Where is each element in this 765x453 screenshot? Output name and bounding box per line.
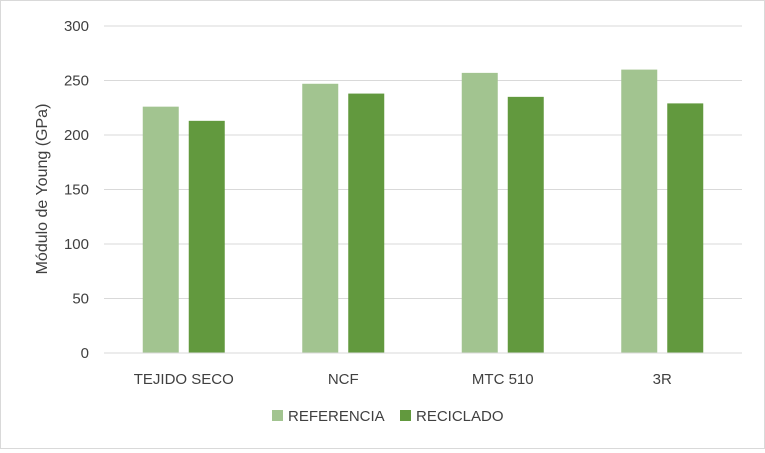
y-tick-label: 50 xyxy=(72,291,89,308)
y-tick-label: 250 xyxy=(64,73,89,90)
bars xyxy=(142,69,704,354)
bar-reciclado-2 xyxy=(348,93,385,353)
bar-reciclado-1 xyxy=(188,120,225,353)
legend: REFERENCIA RECICLADO xyxy=(272,408,504,425)
y-tick-label: 0 xyxy=(81,345,89,362)
x-tick-label: TEJIDO SECO xyxy=(134,371,234,388)
bar-referencia-3 xyxy=(461,72,498,354)
legend-swatch xyxy=(272,410,283,421)
bar-reciclado-4 xyxy=(667,103,704,353)
x-tick-label: 3R xyxy=(653,371,672,388)
y-axis-ticks: 0 50 100 150 200 250 300 xyxy=(64,18,89,362)
x-axis-labels: TEJIDO SECO NCF MTC 510 3R xyxy=(134,371,672,388)
legend-label: REFERENCIA xyxy=(288,408,385,425)
bar-referencia-4 xyxy=(621,69,658,353)
bar-referencia-1 xyxy=(142,106,179,353)
x-tick-label: NCF xyxy=(328,371,359,388)
y-tick-label: 100 xyxy=(64,236,89,253)
bar-referencia-2 xyxy=(302,83,339,354)
legend-label: RECICLADO xyxy=(416,408,504,425)
bar-reciclado-3 xyxy=(507,96,544,353)
y-axis-title: Módulo de Young (GPa) xyxy=(34,104,51,275)
x-tick-label: MTC 510 xyxy=(472,371,534,388)
y-tick-label: 200 xyxy=(64,127,89,144)
y-tick-label: 150 xyxy=(64,182,89,199)
legend-swatch xyxy=(400,410,411,421)
y-tick-label: 300 xyxy=(64,18,89,35)
